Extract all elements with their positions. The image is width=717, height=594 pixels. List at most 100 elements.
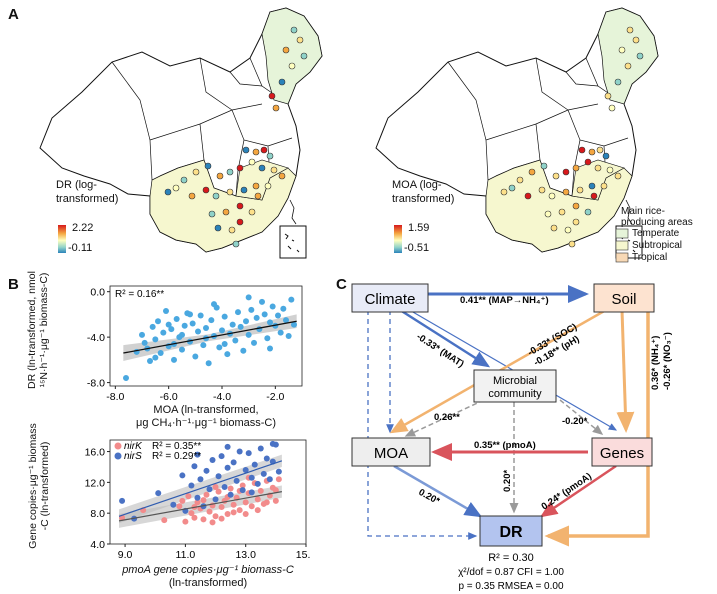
scatter-bottom-point-nirk xyxy=(263,499,270,506)
map-dr-sites xyxy=(164,26,308,248)
scatter-top-point xyxy=(195,328,201,335)
node-moa-label: MOA xyxy=(374,445,408,462)
coef-microbial-dr: 0.20* xyxy=(502,470,513,492)
scatter-bottom-point-nirk xyxy=(224,510,231,517)
panel-letter-b: B xyxy=(8,276,19,293)
scatter-bottom-point-nirk xyxy=(161,517,168,524)
scatter-top-point xyxy=(179,346,185,353)
coef-soil-dr-2: -0.26* (NO₃⁻) xyxy=(662,332,673,390)
scatter-bottom-point-nirk xyxy=(236,507,243,514)
node-climate xyxy=(351,283,429,313)
scatter-dr-moa: 0.0 -4.0 -8.0-8.0 -6.0 -4.0 -2.0 R² = 0.16** xyxy=(87,285,303,403)
scatter-bottom-point-nirk xyxy=(206,508,213,515)
scatter-bottom-point-nirs xyxy=(239,487,246,494)
scatter-top-point xyxy=(288,296,295,303)
legend-nirk-r2: R² = 0.35** xyxy=(152,441,201,452)
scatter-top-point xyxy=(171,356,177,363)
scatter-top-point xyxy=(168,326,175,333)
swatch-temperate xyxy=(615,228,629,239)
scatter-bottom-xlabel-line2: (ln-transformed) xyxy=(168,577,248,589)
legend-nirs-marker xyxy=(114,452,122,460)
scatter-top-point xyxy=(291,321,297,328)
scatter-top-point xyxy=(123,375,129,382)
scatter-bottom-point-nirk xyxy=(212,513,219,520)
scatter-top-xlabel-line2: μg CH₄·h⁻¹·μg⁻¹ biomass-C) xyxy=(135,417,276,429)
path-climate-genes xyxy=(405,307,618,431)
node-genes-label: Genes xyxy=(600,445,644,462)
node-dr xyxy=(479,515,543,547)
scatter-top-point xyxy=(275,312,281,319)
panel-a-maps xyxy=(39,7,659,263)
scatter-top-point xyxy=(248,306,255,313)
scatter-top-point xyxy=(232,337,239,344)
scatter-top-point xyxy=(251,339,257,346)
scatter-bottom-point-nirs xyxy=(170,501,177,508)
scatter-bottom-point-nirk xyxy=(200,516,207,523)
scatter-bottom-point-nirs xyxy=(245,450,252,457)
path-climate-microbial xyxy=(399,308,491,368)
scatter-bottom-point-nirk xyxy=(242,510,249,517)
scatter-top-point xyxy=(205,360,212,367)
scatter-top-ytick-label: 0.0 xyxy=(90,287,105,299)
scatter-bottom-point-nirk xyxy=(200,497,207,504)
moa-legend-title-line2: transformed) xyxy=(392,193,455,205)
scatter-bottom-point-nirs xyxy=(248,474,255,481)
scatter-bottom-ytick-label: 16.0 xyxy=(85,447,106,459)
scatter-bottom-point-nirk xyxy=(203,491,210,498)
legend-nirk-name: nirK xyxy=(124,441,143,452)
scatter-top-point xyxy=(267,319,273,326)
scatter-bottom-point-nirs xyxy=(230,459,237,466)
scatter-bottom-point-nirk xyxy=(218,504,225,511)
moa-legend-title-line1: MOA (log- xyxy=(392,179,442,191)
scatter-bottom-point-nirs xyxy=(224,464,231,471)
scatter-top-ytick-label: -4.0 xyxy=(87,332,105,344)
scatter-bottom-point-nirs xyxy=(275,468,282,475)
scatter-top-point xyxy=(240,347,247,354)
scatter-bottom-xlabel-line1: pmoA gene copies·μg⁻¹ biomass-C xyxy=(122,564,294,576)
map-moa xyxy=(375,7,659,259)
sem-r2: R² = 0.30 xyxy=(488,552,534,564)
scatter-top-point xyxy=(179,331,185,338)
scatter-top-point xyxy=(221,313,228,320)
moa-colorbar xyxy=(394,225,402,253)
scatter-top-point xyxy=(243,318,249,325)
scatter-top-point xyxy=(152,336,159,343)
scatter-bottom-point-nirs xyxy=(215,473,222,480)
scatter-bottom-xtick-label: 9.0 xyxy=(118,549,133,561)
scatter-bottom-point-nirs xyxy=(206,486,213,493)
node-microbial-label-1: Microbial xyxy=(493,375,537,387)
scatter-bottom-point-nirk xyxy=(215,488,222,495)
scatter-bottom-point-nirk xyxy=(239,482,246,489)
scatter-bottom-ylabel: Gene copies·μg⁻¹ biomass -C (ln-transfor… xyxy=(27,401,51,571)
scatter-top-point xyxy=(261,311,268,318)
scatter-bottom-point-nirs xyxy=(224,443,231,450)
coef-moa-dr: 0.20* xyxy=(417,487,442,507)
scatter-top-point xyxy=(203,325,209,332)
scatter-top-point xyxy=(211,301,217,308)
scatter-bottom-point-nirs xyxy=(221,483,228,490)
scatter-bottom-xtick-label: 13.0 xyxy=(235,549,256,561)
scatter-top-point xyxy=(235,309,241,316)
scatter-top-point xyxy=(181,322,188,329)
coef-microbial-moa: 0.26** xyxy=(434,412,460,423)
path-genes-dr xyxy=(539,464,617,518)
scatter-top-point xyxy=(219,327,225,334)
scatter-top-point xyxy=(216,344,223,351)
scatter-top-point xyxy=(280,305,287,312)
rice-areas-title-line1: Main rice- xyxy=(621,206,665,217)
path-microbial-moa xyxy=(404,399,485,437)
scatter-top-point xyxy=(173,315,180,322)
coef-climate-soil: 0.41** (MAP→NH₄⁺) xyxy=(460,295,549,306)
scatter-bottom-point-nirk xyxy=(188,510,195,517)
scatter-bottom-point-nirk xyxy=(248,503,255,510)
coef-soil-dr-1: 0.36* (NH₄⁺) xyxy=(650,336,661,390)
scatter-bottom-ylabel-line2: -C (ln-transformed) xyxy=(39,441,51,531)
scatter-bottom-point-nirs xyxy=(155,490,162,497)
path-soil-dr xyxy=(544,310,650,547)
scatter-top-point xyxy=(245,294,252,301)
dr-legend-min: -0.11 xyxy=(68,242,93,254)
scatter-bottom-point-nirs xyxy=(191,463,198,470)
scatter-bottom-point-nirs xyxy=(266,476,273,483)
node-dr-label: DR xyxy=(499,524,523,541)
scatter-bottom-point-nirk xyxy=(176,503,183,510)
